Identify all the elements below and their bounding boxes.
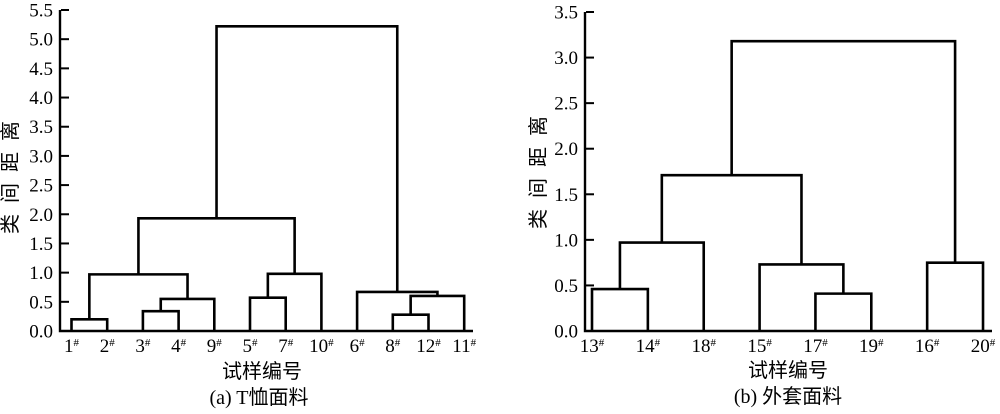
leaf-label: 6# <box>350 336 366 357</box>
y-tick-label: 1.0 <box>554 230 578 251</box>
y-axis-title-a: 类间距离 <box>0 110 22 234</box>
leaf-label: 8# <box>385 336 401 357</box>
y-tick-label: 0.5 <box>29 292 53 313</box>
dendrogram-link <box>618 241 706 331</box>
x-axis-title-a: 试样编号 <box>222 361 302 383</box>
y-tick-label: 4.5 <box>29 59 53 80</box>
y-tick-label: 2.0 <box>29 205 53 226</box>
leaf-label: 11# <box>452 336 476 357</box>
y-axis-title-b: 类间距离 <box>528 105 550 229</box>
axis-line <box>583 12 992 333</box>
y-tick-label: 5.0 <box>29 30 53 51</box>
y-tick-label: 2.0 <box>554 139 578 160</box>
dendrogram-link <box>590 287 650 331</box>
dendrogram-link <box>758 263 845 331</box>
dendrogram-link <box>730 39 957 263</box>
dendrogram-link <box>266 272 323 331</box>
dendrogram-link <box>141 309 180 331</box>
leaf-label: 16# <box>915 336 940 357</box>
dendrogram-link <box>814 292 873 331</box>
y-tick-label: 4.0 <box>29 88 53 109</box>
y-tick-label: 2.5 <box>554 94 578 115</box>
leaf-label: 3# <box>135 336 151 357</box>
y-tick-label: 0.0 <box>29 322 53 343</box>
leaf-label: 9# <box>207 336 223 357</box>
leaf-label: 17# <box>803 336 828 357</box>
y-tick-label: 1.5 <box>554 185 578 206</box>
subplot-caption-a: (a) T恤面料 <box>209 387 309 409</box>
y-tick-label: 3.5 <box>554 3 578 24</box>
y-tick-label: 1.0 <box>29 263 53 284</box>
leaf-label: 7# <box>278 336 294 357</box>
dendrogram-link <box>248 296 287 331</box>
dendrogram-link <box>355 290 439 331</box>
leaf-label: 13# <box>580 336 605 357</box>
dendrogram-link <box>409 294 466 331</box>
leaf-label: 20# <box>971 336 996 357</box>
y-tick-label: 2.5 <box>29 176 53 197</box>
leaf-label: 15# <box>747 336 772 357</box>
leaf-label: 18# <box>691 336 716 357</box>
dendrogram-link <box>391 313 430 331</box>
leaf-label: 4# <box>171 336 187 357</box>
y-tick-label: 3.5 <box>29 117 53 138</box>
leaf-label: 2# <box>100 336 116 357</box>
leaf-label: 1# <box>64 336 80 357</box>
dendrogram-link <box>660 173 803 265</box>
dendrogram-link <box>215 25 399 292</box>
dendrogram-link <box>70 318 109 331</box>
dendrogram-link <box>88 273 189 320</box>
leaf-label: 14# <box>636 336 661 357</box>
y-tick-label: 1.5 <box>29 234 53 255</box>
y-tick-label: 3.0 <box>29 146 53 167</box>
leaf-label: 19# <box>859 336 884 357</box>
dendrogram-link <box>137 217 296 275</box>
leaf-label: 10# <box>309 336 334 357</box>
subplot-caption-b: (b) 外套面料 <box>733 386 843 408</box>
axis-line <box>58 10 473 333</box>
dendrogram-link <box>159 297 216 331</box>
leaf-label: 5# <box>243 336 259 357</box>
y-tick-label: 0.5 <box>554 276 578 297</box>
y-tick-label: 5.5 <box>29 1 53 22</box>
dendrogram-link <box>925 261 985 331</box>
y-tick-label: 3.0 <box>554 48 578 69</box>
x-axis-title-b: 试样编号 <box>748 360 828 382</box>
y-tick-label: 0.0 <box>554 322 578 343</box>
leaf-label: 12# <box>416 336 441 357</box>
